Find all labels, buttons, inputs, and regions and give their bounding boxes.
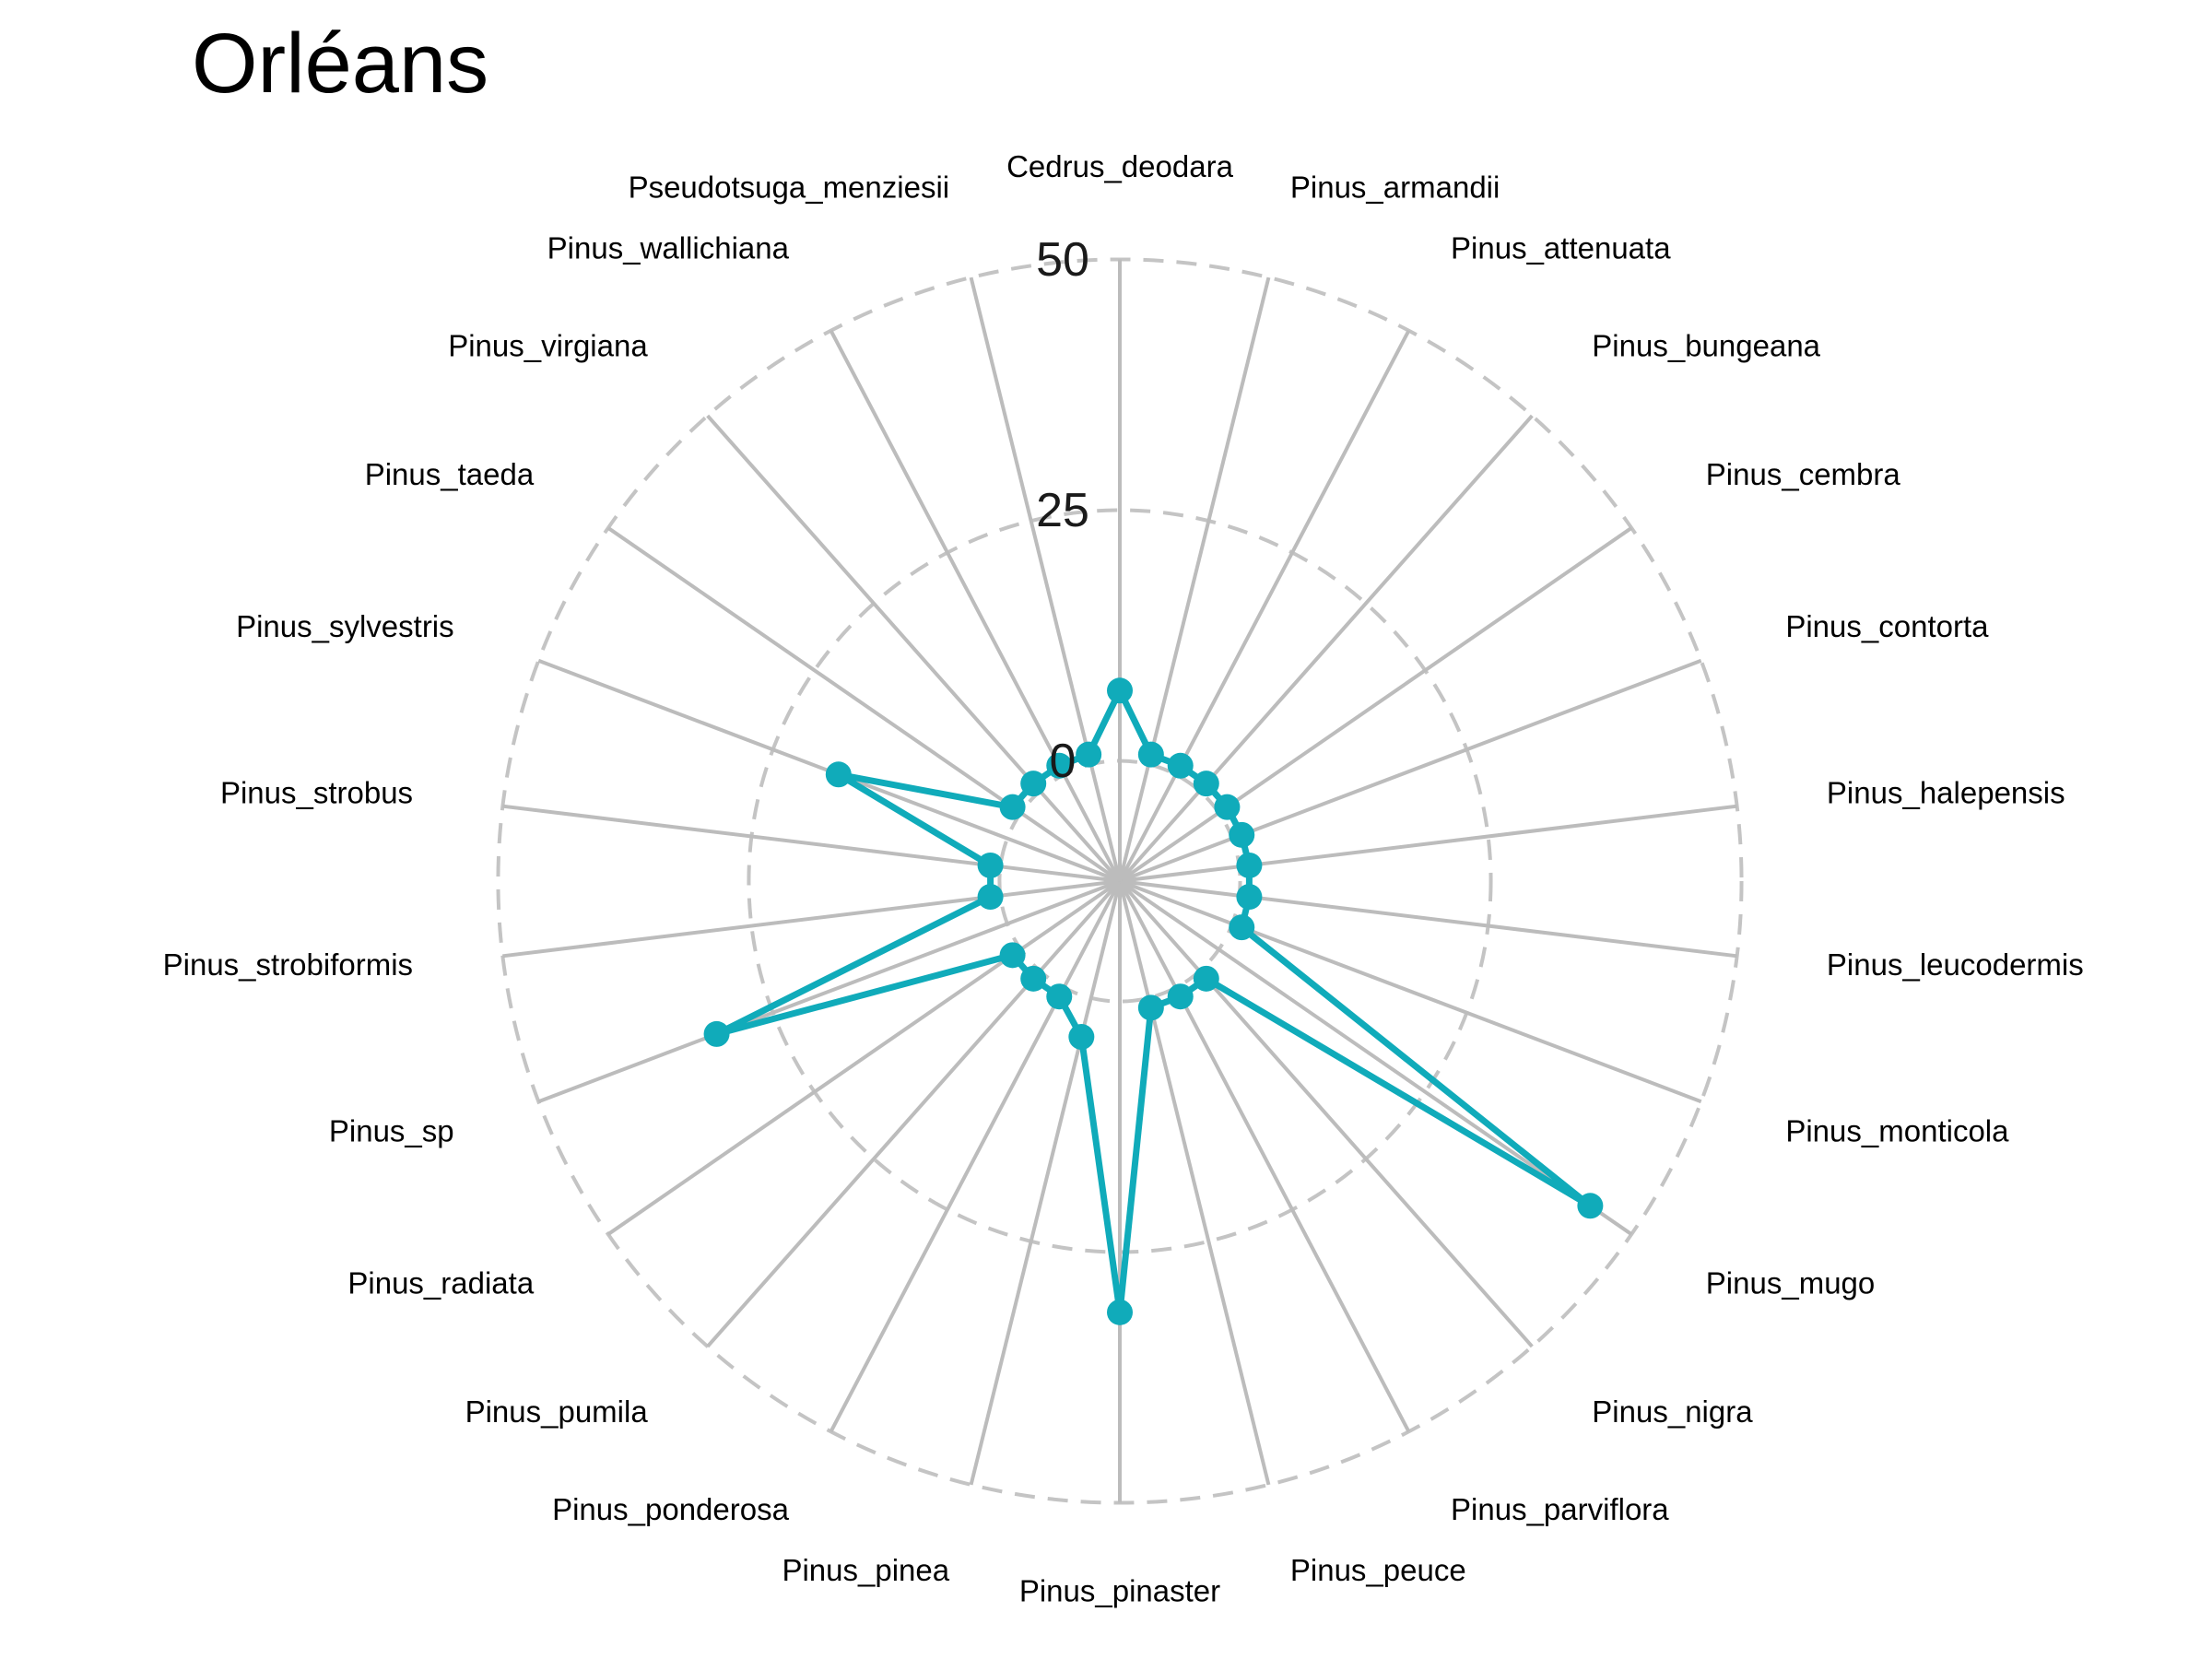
category-label: Pinus_bungeana [1592,328,1820,362]
spoke [502,804,1121,883]
category-label: Pinus_ponderosa [552,1492,790,1526]
data-point [977,852,1004,878]
data-point [1068,1024,1095,1051]
spoke [706,879,1122,1348]
category-label: Pinus_leucodermis [1827,947,2084,982]
data-point [1193,771,1219,797]
category-label: Pinus_mugo [1706,1266,1875,1300]
spoke [1118,276,1271,882]
data-point [1193,965,1219,992]
radial-tick-label: 50 [1036,233,1089,287]
spoke [1118,880,1411,1433]
data-point [1214,794,1241,820]
category-label: Pinus_pinea [782,1553,949,1587]
radial-tick-label: 0 [1050,735,1077,788]
category-label: Pinus_cembra [1706,457,1901,491]
spoke [1118,880,1271,1486]
spoke [969,276,1122,882]
category-label: Pinus_pumila [465,1394,649,1429]
data-point [1046,752,1073,779]
data-point [999,794,1026,820]
data-point [825,761,852,788]
category-label: Pinus_contorta [1785,609,1989,643]
category-label: Pinus_sp [329,1114,454,1148]
spoke [1119,879,1702,1104]
spoke [606,879,1122,1236]
data-point [1107,677,1133,704]
category-label: Pinus_wallichiana [547,231,790,265]
data-point [1076,741,1102,768]
data-point [1236,852,1263,878]
data-point [703,1020,730,1047]
spoke [1119,879,1737,959]
category-label: Pinus_pinaster [1019,1573,1220,1607]
spoke [1118,879,1534,1348]
data-point [1020,771,1047,797]
series-layer [703,677,1604,1325]
spoke [1118,879,1633,1236]
spoke [969,880,1122,1486]
data-point [1137,741,1164,768]
category-label: Pinus_peuce [1290,1553,1466,1587]
label-layer: 0 25 50 Cedrus_deodara Pinus_armandii Pinus_a… [163,149,2084,1607]
category-label: Pinus_monticola [1785,1114,2009,1148]
category-label: Pinus_strobus [220,776,413,810]
spoke [829,329,1122,882]
data-point [1167,983,1194,1010]
spoke [706,414,1122,883]
category-label: Cedrus_deodara [1006,149,1233,183]
category-label: Pinus_taeda [365,457,535,491]
spoke [1119,804,1737,883]
data-point [1577,1193,1604,1219]
spoke [829,880,1122,1433]
spoke [606,526,1122,883]
data-point [1137,994,1164,1021]
chart-title: Orléans [192,17,489,111]
spoke [1118,526,1633,883]
category-label: Pinus_attenuata [1451,231,1671,265]
spoke [1118,414,1534,883]
category-label: Pinus_halepensis [1827,776,2065,810]
radial-tick-label: 25 [1036,484,1089,537]
data-point [1167,752,1194,779]
spoke [1118,329,1411,882]
category-label: Pinus_sylvestris [236,609,454,643]
category-label: Pinus_armandii [1290,171,1500,205]
data-point [1046,983,1073,1010]
category-label: Pinus_nigra [1592,1394,1753,1429]
data-point [1020,965,1047,992]
category-label: Pinus_radiata [347,1266,534,1300]
spoke [502,879,1121,959]
data-point [999,942,1026,969]
data-point [1107,1299,1133,1325]
grid-layer [496,257,1744,1505]
category-label: Pinus_parviflora [1451,1492,1669,1526]
data-point [1229,914,1255,941]
spoke [1119,658,1702,883]
category-label: Pinus_strobiformis [163,947,413,982]
data-point [1229,821,1255,848]
data-point [977,884,1004,911]
category-label: Pseudotsuga_menziesii [629,171,950,205]
data-point [1236,884,1263,911]
category-label: Pinus_virgiana [448,328,648,362]
spoke [537,879,1121,1104]
